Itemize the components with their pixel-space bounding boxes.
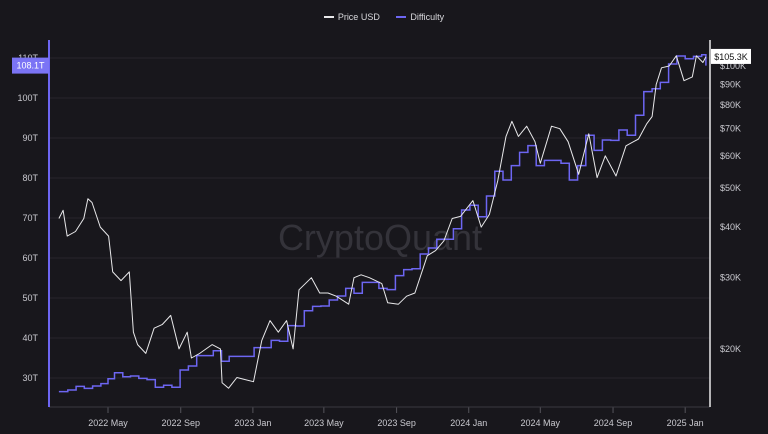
right-tick-label: $20K	[720, 344, 741, 354]
right-tick-label: $50K	[720, 183, 741, 193]
legend-label-price: Price USD	[337, 12, 380, 22]
legend-item-price[interactable]: Price USD	[323, 12, 380, 22]
watermark: CryptoQuant	[278, 217, 482, 258]
left-tick-label: 70T	[22, 213, 38, 223]
price-current-label: $105.3K	[714, 52, 748, 62]
x-tick-label: 2024 May	[521, 418, 561, 428]
x-tick-label: 2023 May	[304, 418, 344, 428]
right-tick-label: $100K	[720, 61, 746, 71]
left-tick-label: 80T	[22, 173, 38, 183]
left-tick-label: 30T	[22, 373, 38, 383]
difficulty-current-badge	[12, 57, 49, 74]
x-tick-label: 2024 Sep	[594, 418, 633, 428]
difficulty-line	[58, 54, 707, 393]
x-tick-label: 2024 Jan	[450, 418, 487, 428]
right-tick-label: $90K	[720, 80, 741, 90]
right-tick-label: $70K	[720, 124, 741, 134]
left-tick-label: 60T	[22, 253, 38, 263]
x-tick-label: 2025 Jan	[667, 418, 704, 428]
left-tick-label: 100T	[17, 93, 38, 103]
legend-item-difficulty[interactable]: Difficulty	[396, 12, 444, 22]
price-current-badge	[711, 48, 751, 64]
legend: Price USD Difficulty	[0, 10, 768, 22]
difficulty-current-label: 108.1T	[16, 61, 45, 71]
right-tick-label: $30K	[720, 273, 741, 283]
legend-label-difficulty: Difficulty	[410, 12, 445, 22]
x-tick-label: 2023 Sep	[377, 418, 416, 428]
right-tick-label: $60K	[720, 151, 741, 161]
right-tick-label: $40K	[720, 222, 741, 232]
left-tick-label: 90T	[22, 133, 38, 143]
legend-swatch-difficulty	[396, 16, 407, 18]
x-tick-label: 2022 Sep	[161, 418, 200, 428]
left-tick-label: 40T	[22, 333, 38, 343]
right-tick-label: $80K	[720, 100, 741, 110]
legend-swatch-price	[323, 16, 334, 18]
left-tick-label: 50T	[22, 293, 38, 303]
price-line	[58, 55, 707, 389]
x-tick-label: 2023 Jan	[234, 418, 271, 428]
x-tick-label: 2022 May	[88, 418, 128, 428]
